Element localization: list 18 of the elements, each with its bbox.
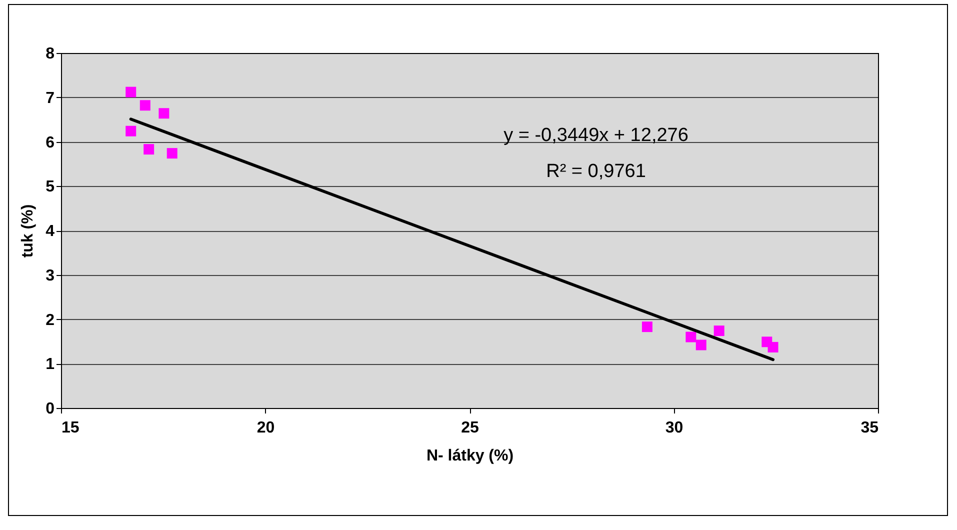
- y-tick-label: 2: [46, 312, 55, 329]
- y-axis-title: tuk (%): [20, 204, 37, 258]
- y-tick-label: 8: [46, 46, 55, 62]
- y-tick-label: 5: [46, 178, 55, 196]
- y-tick-label: 7: [46, 90, 55, 107]
- annotation: R² = 0,9761: [546, 161, 646, 182]
- x-tick-label: 20: [256, 420, 275, 436]
- annotation: y = -0,3449x + 12,276: [504, 125, 688, 146]
- y-tick-label: 3: [46, 267, 55, 284]
- x-tick-label: 15: [62, 420, 80, 436]
- x-tick-label: 30: [665, 420, 684, 436]
- y-tick-label: 6: [46, 134, 55, 152]
- x-tick-label: 25: [461, 420, 479, 436]
- x-axis-title: N- látky (%): [426, 448, 514, 464]
- y-tick-label: 0: [46, 400, 55, 418]
- y-tick-label: 4: [46, 223, 55, 240]
- y-tick-label: 1: [46, 356, 55, 374]
- x-tick-label: 35: [860, 420, 879, 436]
